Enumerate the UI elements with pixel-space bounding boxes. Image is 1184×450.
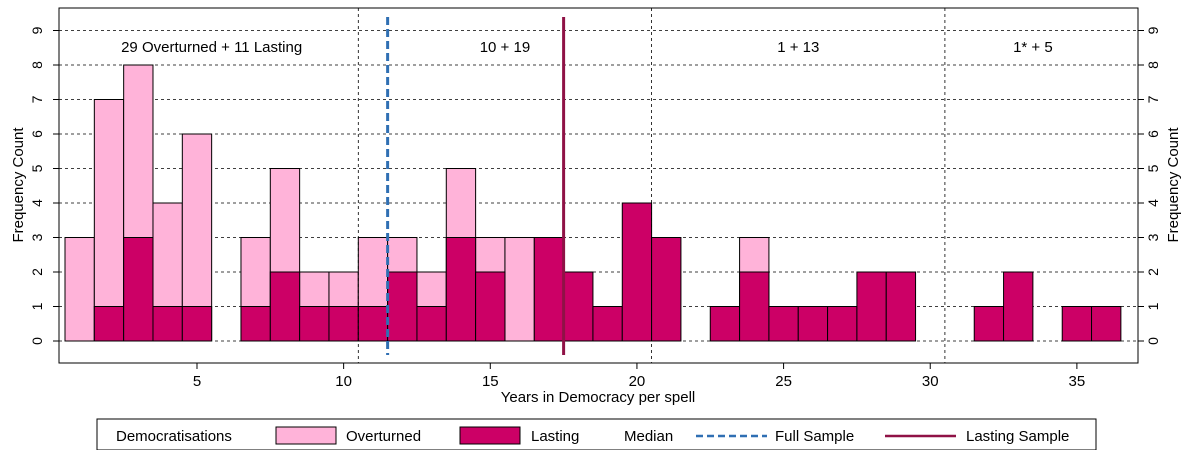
bar-lasting-20 (621, 202, 653, 342)
x-tick-label-30: 30 (922, 373, 939, 390)
x-tick-label-35: 35 (1069, 373, 1086, 390)
annotation-1: 29 Overturned + 11 Lasting (121, 39, 302, 56)
bar-lasting-11 (357, 306, 389, 342)
y-tick-label-left-6: 6 (29, 130, 45, 138)
bar-lasting-28 (856, 271, 887, 342)
bar-lasting-4 (152, 306, 183, 342)
grid-lines (59, 30, 1138, 342)
bar-lasting-17 (533, 237, 565, 342)
y-tick-label-right-4: 4 (1145, 199, 1161, 207)
bar-lasting-13 (416, 306, 447, 342)
y-tick-label-left-5: 5 (29, 164, 45, 172)
legend-title-median: Median (624, 428, 673, 445)
x-axis-label: Years in Democracy per spell (501, 389, 696, 406)
y-tick-label-left-1: 1 (29, 302, 45, 310)
y-tick-label-right-9: 9 (1145, 26, 1161, 34)
y-tick-label-left-2: 2 (29, 268, 45, 276)
bar-lasting-25 (768, 306, 799, 342)
x-tick-label-10: 10 (335, 373, 352, 390)
annotation-2: 10 + 19 (480, 39, 530, 56)
legend-label-full-sample: Full Sample (775, 428, 854, 445)
bar-lasting-7 (240, 306, 271, 342)
bar-lasting-26 (797, 306, 829, 342)
bar-lasting-5 (181, 306, 213, 342)
legend-label-lasting: Lasting (531, 428, 579, 445)
y-tick-label-right-6: 6 (1145, 130, 1161, 138)
y-axis-label-left: Frequency Count (10, 127, 27, 243)
x-tick-label-20: 20 (629, 373, 646, 390)
bar-lasting-12 (387, 271, 418, 342)
bar-lasting-8 (269, 271, 301, 342)
y-tick-label-right-5: 5 (1145, 164, 1161, 172)
x-axis: 5 10 15 20 25 30 35 (193, 363, 1085, 390)
bar-lasting-19 (592, 306, 623, 342)
legend-swatch-overturned (275, 426, 337, 445)
divider-lines (357, 8, 946, 363)
y-axis-right: 0 1 2 3 4 5 6 7 8 9 (1138, 26, 1161, 345)
legend-label-lasting-sample: Lasting Sample (966, 428, 1069, 445)
bar-lasting-3 (123, 237, 154, 342)
y-tick-label-right-1: 1 (1145, 302, 1161, 310)
x-tick-label-15: 15 (482, 373, 499, 390)
bar-lasting-35 (1061, 306, 1093, 342)
bar-overturned-16 (504, 237, 535, 342)
legend-label-overturned: Overturned (346, 428, 421, 445)
y-tick-label-right-0: 0 (1145, 337, 1161, 345)
y-tick-label-left-0: 0 (29, 337, 45, 345)
legend-box (96, 418, 1097, 450)
bar-lasting-23 (709, 306, 741, 342)
annotation-4: 1* + 5 (1013, 39, 1053, 56)
bar-lasting-33 (1003, 271, 1034, 342)
y-tick-label-left-4: 4 (29, 199, 45, 207)
x-tick-label-5: 5 (193, 373, 201, 390)
bar-overturned-2 (93, 99, 125, 342)
y-tick-label-left-8: 8 (29, 61, 45, 69)
bar-lasting-27 (827, 306, 858, 342)
bar-lasting-24 (739, 271, 770, 342)
y-tick-label-right-7: 7 (1145, 95, 1161, 103)
x-tick-label-25: 25 (775, 373, 792, 390)
y-tick-label-left-9: 9 (29, 26, 45, 34)
bar-lasting-32 (973, 306, 1005, 342)
plot-frame (58, 7, 1139, 364)
y-axis-left: 0 1 2 3 4 5 6 7 8 9 (29, 26, 59, 345)
y-tick-label-left-7: 7 (29, 95, 45, 103)
y-tick-label-right-8: 8 (1145, 61, 1161, 69)
bar-overturned-1 (64, 237, 95, 342)
y-tick-label-left-3: 3 (29, 233, 45, 241)
legend-title-democratisations: Democratisations (116, 428, 232, 445)
y-tick-label-right-2: 2 (1145, 268, 1161, 276)
lasting-bars (93, 202, 1122, 342)
bar-lasting-14 (445, 237, 477, 342)
legend: Democratisations Overturned Lasting Medi… (96, 418, 1097, 450)
bar-lasting-29 (885, 271, 917, 342)
bar-lasting-15 (475, 271, 506, 342)
y-tick-label-right-3: 3 (1145, 233, 1161, 241)
bar-lasting-36 (1091, 306, 1122, 342)
bar-lasting-21 (651, 237, 682, 342)
annotation-3: 1 + 13 (777, 39, 819, 56)
bar-lasting-2 (93, 306, 125, 342)
y-axis-label-right: Frequency Count (1165, 127, 1182, 243)
bar-lasting-10 (328, 306, 359, 342)
legend-swatch-lasting (459, 426, 521, 445)
median-lines (386, 17, 566, 355)
annotations: 29 Overturned + 11 Lasting 10 + 19 1 + 13 1… (121, 39, 1053, 56)
bar-lasting-18 (563, 271, 594, 342)
bar-lasting-9 (299, 306, 330, 342)
